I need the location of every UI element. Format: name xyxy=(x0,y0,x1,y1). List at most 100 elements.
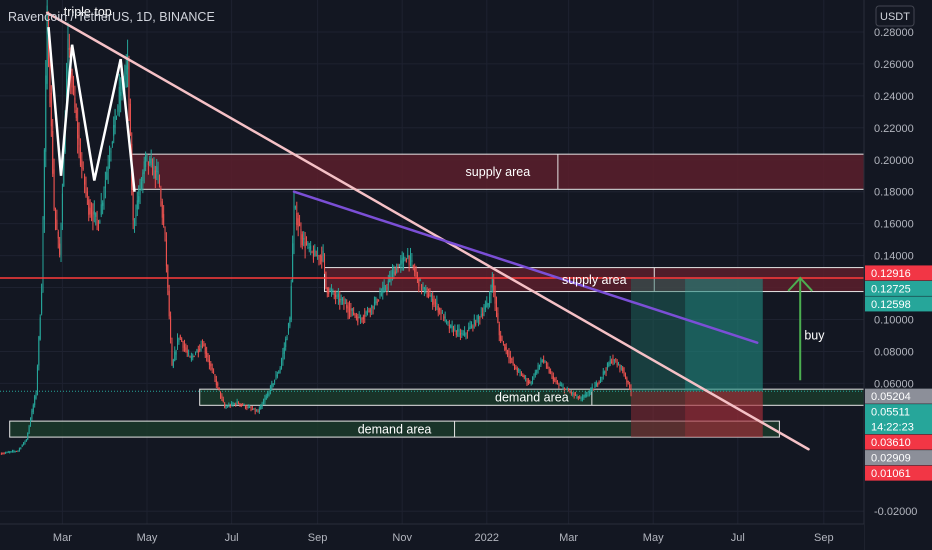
demand-zone[interactable] xyxy=(9,420,780,438)
candle-body xyxy=(260,405,262,410)
candle-body xyxy=(441,312,443,314)
candle-body xyxy=(89,207,91,215)
candle-body xyxy=(165,239,167,267)
candle-body xyxy=(50,92,52,127)
candle-body xyxy=(508,352,510,359)
candle-body xyxy=(25,439,27,442)
candle-body xyxy=(498,324,500,336)
supply-zone[interactable] xyxy=(131,153,865,190)
candle-body xyxy=(283,347,285,354)
candle-body xyxy=(346,304,348,309)
candle-body xyxy=(361,318,363,320)
drawings[interactable] xyxy=(0,11,864,451)
candle-body xyxy=(396,268,398,270)
candle-body xyxy=(469,326,471,330)
candle-body xyxy=(569,391,571,393)
candle-body xyxy=(551,373,553,375)
candle-body xyxy=(473,318,475,325)
candle-body xyxy=(626,377,628,383)
candle-body xyxy=(583,395,585,399)
price-label-box xyxy=(865,465,932,481)
candle-body xyxy=(261,403,263,407)
candle-body xyxy=(432,298,434,305)
candle-body xyxy=(276,374,278,377)
annotation-text[interactable]: triple top xyxy=(64,5,112,19)
candle-body xyxy=(455,330,457,335)
zones xyxy=(9,153,865,438)
candle-body xyxy=(532,376,534,381)
candle-body xyxy=(605,370,607,372)
candle-body xyxy=(85,183,87,192)
candle-body xyxy=(373,301,375,305)
price-label-text: 0.12725 xyxy=(871,283,911,295)
time-tick-label: Nov xyxy=(392,532,412,544)
candle-body xyxy=(619,365,621,370)
candle-body xyxy=(140,182,142,189)
candle-body xyxy=(464,330,466,336)
candle-body xyxy=(369,309,371,313)
price-label-text: 0.12598 xyxy=(871,299,911,311)
candle-body xyxy=(412,265,414,268)
candle-body xyxy=(357,316,359,323)
candle-body xyxy=(319,255,321,257)
price-label-text: 0.05204 xyxy=(871,391,911,403)
candle-body xyxy=(558,384,560,386)
candle-body xyxy=(421,284,423,291)
candle-body xyxy=(322,250,324,256)
price-tick-label: 0.20000 xyxy=(874,155,914,167)
candle-body xyxy=(477,316,479,320)
candle-body xyxy=(336,293,338,297)
candle-body xyxy=(164,226,166,235)
candle-body xyxy=(59,243,61,255)
candle-body xyxy=(16,451,18,453)
trendline[interactable] xyxy=(292,190,759,344)
candle-body xyxy=(330,290,332,292)
candle-body xyxy=(292,243,294,283)
candle-body xyxy=(207,355,209,361)
candle-body xyxy=(293,202,295,245)
candle-body xyxy=(192,355,194,358)
currency-button[interactable] xyxy=(875,5,915,27)
candle-body xyxy=(360,318,362,320)
candle-body xyxy=(484,305,486,310)
candle-body xyxy=(305,243,307,245)
candle-body xyxy=(226,406,228,408)
candle-body xyxy=(504,344,506,351)
candle-body xyxy=(454,328,456,330)
annotation-text[interactable]: buy xyxy=(804,328,825,342)
time-axis-panel[interactable] xyxy=(0,524,864,550)
candle-body xyxy=(303,238,305,240)
candle-body xyxy=(495,301,497,312)
candle-body xyxy=(287,323,289,334)
candle-body xyxy=(208,359,210,366)
price-tick-label: 0.10000 xyxy=(874,315,914,327)
time-tick-label: Sep xyxy=(308,532,328,544)
candle-body xyxy=(380,293,382,296)
price-label-box xyxy=(865,280,932,296)
candle-body xyxy=(570,392,572,394)
price-tick-label: -0.02000 xyxy=(874,506,917,518)
candle-body xyxy=(378,299,380,301)
candle-body xyxy=(491,276,493,288)
candle-body xyxy=(134,220,136,224)
position-tool[interactable] xyxy=(631,278,763,438)
candle-body xyxy=(242,404,244,406)
candle-body xyxy=(557,383,559,385)
trendline[interactable] xyxy=(45,11,810,451)
candle-body xyxy=(269,386,271,392)
candle-body xyxy=(489,297,491,304)
candle-body xyxy=(299,223,301,227)
triple-top-pattern[interactable] xyxy=(47,27,136,192)
candle-body xyxy=(82,167,84,169)
candle-body xyxy=(262,400,264,405)
price-labels: 0.12916 0.12725 0.12598 0.05204 0.05511 14:22… xyxy=(865,265,932,481)
candle-body xyxy=(390,278,392,280)
candle-body xyxy=(447,321,449,323)
position-profit-zone[interactable] xyxy=(631,278,763,392)
position-stop-zone[interactable] xyxy=(631,391,763,438)
candle-body xyxy=(307,242,309,246)
candle-body xyxy=(20,447,22,449)
candle-body xyxy=(73,85,75,90)
candle-body xyxy=(552,376,554,382)
